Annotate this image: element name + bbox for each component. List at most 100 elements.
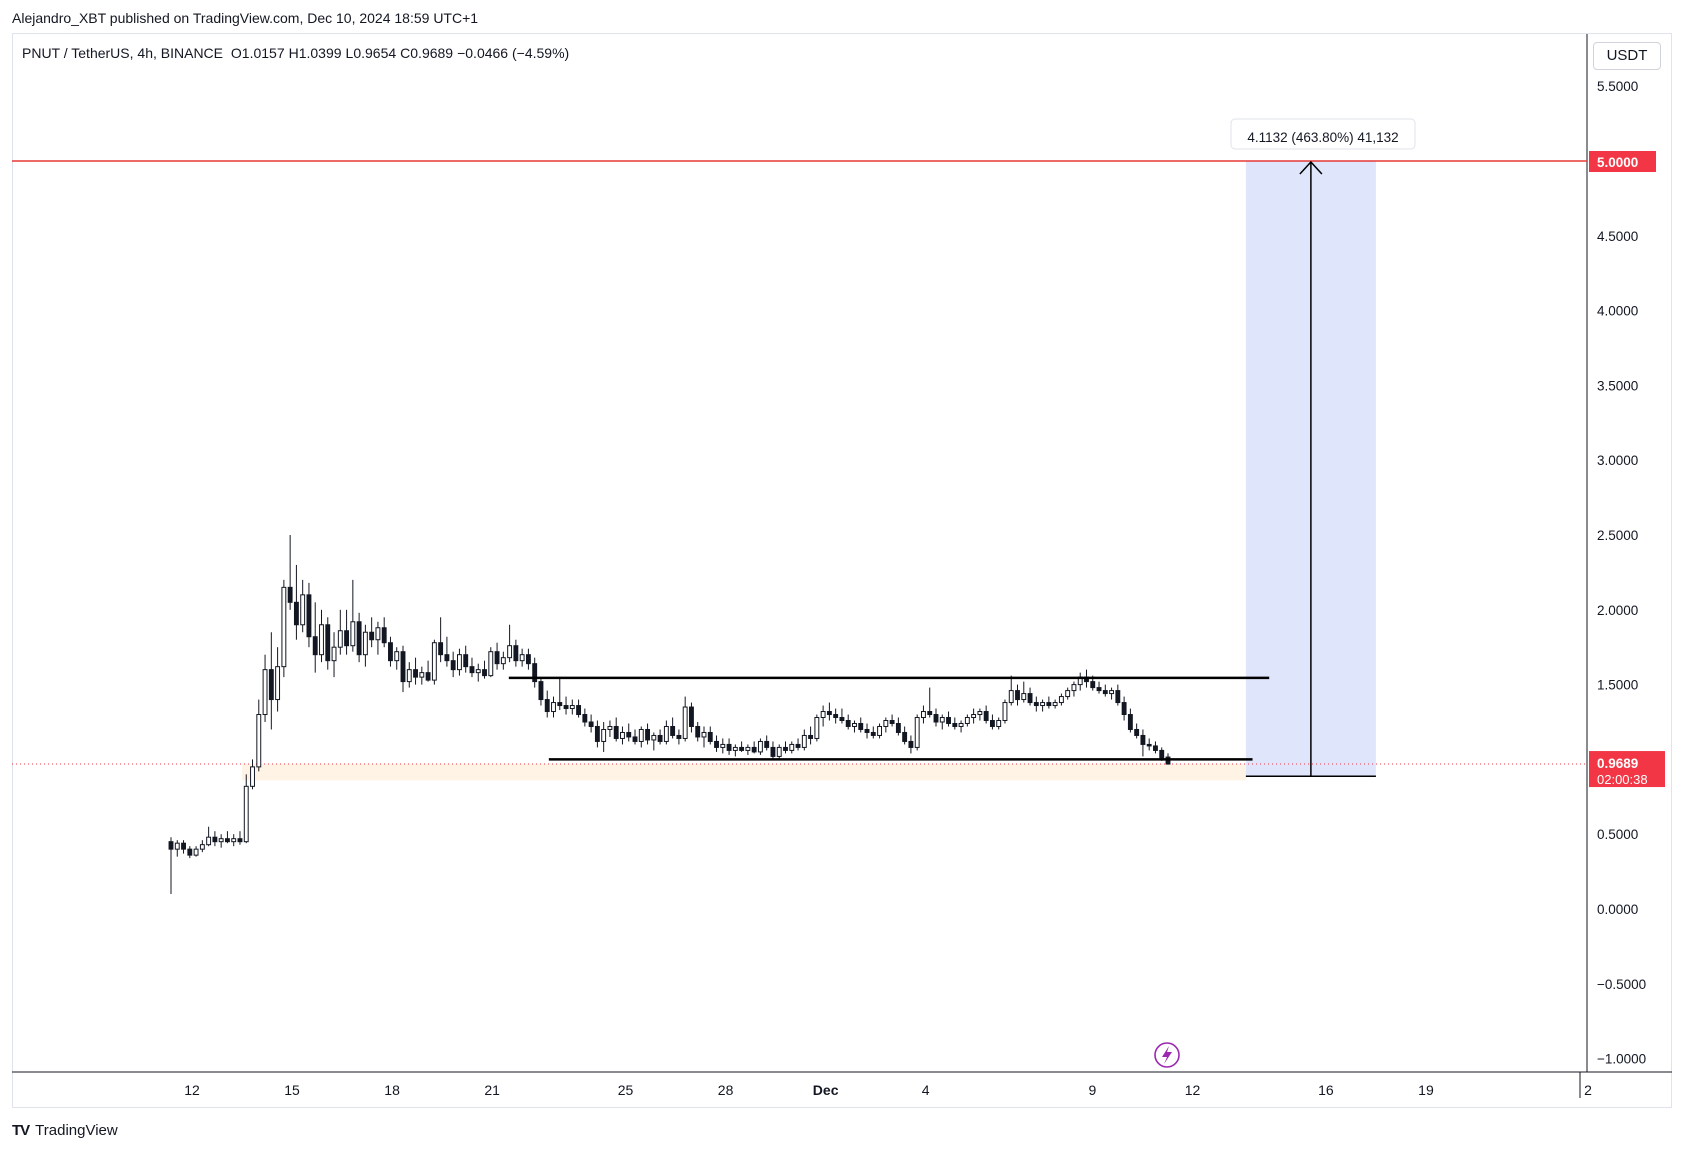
candle[interactable] xyxy=(394,647,400,670)
candle[interactable] xyxy=(287,535,293,610)
candle[interactable] xyxy=(350,579,356,652)
candle[interactable] xyxy=(525,648,531,670)
candle[interactable] xyxy=(895,717,901,736)
candle[interactable] xyxy=(450,651,456,678)
candle[interactable] xyxy=(714,735,719,752)
candle[interactable] xyxy=(438,617,444,663)
candle[interactable] xyxy=(513,639,519,667)
candle[interactable] xyxy=(801,729,807,751)
candle[interactable] xyxy=(168,837,174,895)
candle[interactable] xyxy=(1071,681,1077,697)
candle[interactable] xyxy=(820,705,826,727)
candle[interactable] xyxy=(199,840,205,853)
candle[interactable] xyxy=(1052,699,1058,709)
candle[interactable] xyxy=(908,735,914,754)
candle[interactable] xyxy=(500,651,506,670)
candle[interactable] xyxy=(369,617,375,648)
candle[interactable] xyxy=(601,722,607,752)
candle[interactable] xyxy=(833,708,839,724)
candle[interactable] xyxy=(689,702,694,733)
candle[interactable] xyxy=(971,708,977,724)
candle[interactable] xyxy=(745,744,751,755)
candle[interactable] xyxy=(1127,708,1133,733)
candle[interactable] xyxy=(1121,696,1127,721)
candle[interactable] xyxy=(400,645,406,693)
candle[interactable] xyxy=(231,834,237,847)
candle[interactable] xyxy=(1134,723,1140,739)
candle[interactable] xyxy=(319,609,324,663)
candle[interactable] xyxy=(682,696,688,742)
candle[interactable] xyxy=(902,726,908,745)
candle[interactable] xyxy=(1058,693,1064,706)
candle[interactable] xyxy=(783,741,788,754)
candle[interactable] xyxy=(356,612,362,663)
candle[interactable] xyxy=(206,826,212,847)
candle[interactable] xyxy=(921,705,926,724)
candle[interactable] xyxy=(224,831,230,844)
candle[interactable] xyxy=(544,690,550,718)
candle[interactable] xyxy=(1109,687,1115,700)
candle[interactable] xyxy=(889,714,895,727)
candle[interactable] xyxy=(1153,741,1158,754)
candle[interactable] xyxy=(237,831,243,845)
candle[interactable] xyxy=(388,636,393,667)
candle[interactable] xyxy=(663,720,669,745)
candle[interactable] xyxy=(243,774,249,844)
candle[interactable] xyxy=(651,732,657,751)
candle[interactable] xyxy=(469,657,475,678)
candle[interactable] xyxy=(293,564,299,640)
candle[interactable] xyxy=(632,729,638,745)
candle[interactable] xyxy=(268,632,274,730)
candle[interactable] xyxy=(1102,684,1108,697)
candle[interactable] xyxy=(757,738,763,755)
candle[interactable] xyxy=(594,720,600,748)
candle[interactable] xyxy=(337,609,343,655)
candle[interactable] xyxy=(789,741,795,754)
candle[interactable] xyxy=(193,846,199,857)
candle[interactable] xyxy=(701,726,707,748)
candle[interactable] xyxy=(482,660,487,679)
legend-symbol[interactable]: PNUT / TetherUS, 4h, BINANCE xyxy=(22,45,223,61)
candle[interactable] xyxy=(582,708,588,727)
candle[interactable] xyxy=(425,660,431,682)
candle[interactable] xyxy=(996,717,1002,730)
candle[interactable] xyxy=(620,726,625,745)
lightning-icon[interactable] xyxy=(1154,1042,1180,1068)
candle[interactable] xyxy=(519,648,525,667)
candle[interactable] xyxy=(933,708,939,727)
candle[interactable] xyxy=(218,834,224,848)
candle[interactable] xyxy=(739,741,745,752)
candle[interactable] xyxy=(406,662,412,688)
candle[interactable] xyxy=(275,647,281,712)
candle[interactable] xyxy=(946,711,951,727)
candle[interactable] xyxy=(419,666,425,685)
candle[interactable] xyxy=(256,699,262,772)
candle[interactable] xyxy=(914,714,920,751)
candle[interactable] xyxy=(776,744,782,760)
candle[interactable] xyxy=(808,726,814,745)
candle[interactable] xyxy=(362,624,368,667)
candle[interactable] xyxy=(331,632,337,678)
candle[interactable] xyxy=(344,609,350,655)
candle[interactable] xyxy=(1027,687,1033,706)
candle[interactable] xyxy=(1065,687,1071,700)
candle[interactable] xyxy=(1096,681,1102,694)
candle[interactable] xyxy=(927,687,933,718)
candle[interactable] xyxy=(187,846,193,859)
candle[interactable] xyxy=(1015,684,1020,706)
candle[interactable] xyxy=(852,720,857,733)
candle[interactable] xyxy=(538,677,544,706)
candle[interactable] xyxy=(551,696,556,718)
candle[interactable] xyxy=(431,639,437,685)
tradingview-logo[interactable]: TV TradingView xyxy=(12,1122,118,1139)
candle[interactable] xyxy=(488,647,494,678)
candle[interactable] xyxy=(751,741,757,754)
candle[interactable] xyxy=(858,717,864,733)
candle[interactable] xyxy=(839,708,845,724)
candle[interactable] xyxy=(456,648,462,676)
candle[interactable] xyxy=(626,723,632,742)
candle[interactable] xyxy=(870,726,876,739)
candle[interactable] xyxy=(1033,696,1039,712)
candle[interactable] xyxy=(964,714,970,727)
